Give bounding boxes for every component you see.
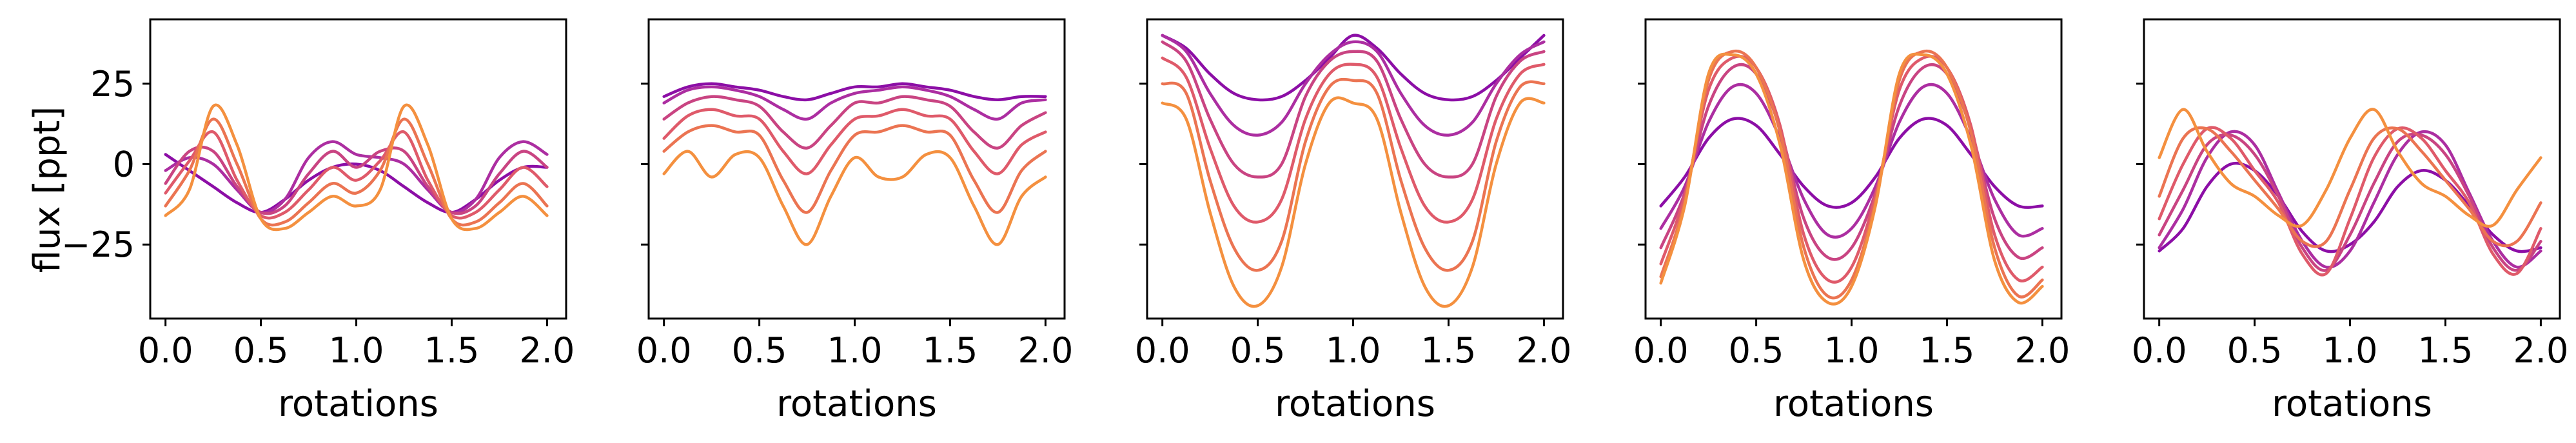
- x-tick-label: 1.0: [827, 330, 883, 371]
- plot-frame: [1146, 18, 1564, 320]
- x-tick-label: 1.5: [2418, 330, 2473, 371]
- x-tick-label: 1.5: [1920, 330, 1975, 371]
- plot-frame: [2143, 18, 2561, 320]
- series-line-4: [164, 130, 549, 220]
- x-axis-label: rotations: [278, 383, 438, 425]
- series-line-3: [662, 95, 1047, 150]
- x-tick-label: 0.5: [2227, 330, 2283, 371]
- series-line-6: [164, 103, 549, 231]
- series-line-2: [662, 85, 1047, 121]
- series-group: [1659, 49, 2044, 306]
- series-line-3: [1161, 40, 1546, 179]
- x-tick-label: 0.0: [1135, 330, 1190, 371]
- series-line-3: [2158, 132, 2542, 272]
- plot-frame: [1644, 18, 2063, 320]
- series-line-1: [1161, 34, 1546, 102]
- series-line-5: [1659, 49, 2044, 300]
- x-tick-label: 2.0: [2513, 330, 2568, 371]
- series-group: [164, 103, 549, 231]
- y-tick-label: 0: [113, 144, 135, 185]
- x-tick-label: 1.0: [1326, 330, 1381, 371]
- x-tick-label: 0.0: [636, 330, 692, 371]
- x-axis-label: rotations: [776, 383, 937, 425]
- series-line-5: [164, 117, 549, 227]
- series-line-3: [164, 145, 549, 215]
- x-tick-label: 0.5: [732, 330, 787, 371]
- series-group: [1161, 34, 1546, 308]
- x-tick-label: 0.5: [1230, 330, 1286, 371]
- x-tick-label: 2.0: [519, 330, 575, 371]
- subplot-2: 0.0 0.5 1.0 1.5 2.0 rotations: [636, 18, 1073, 425]
- x-tick-label: 2.0: [1018, 330, 1073, 371]
- subplot-1: 0.0 0.5 1.0 1.5 2.0 25 0 −25 rotations: [61, 18, 575, 425]
- series-line-2: [2158, 130, 2542, 269]
- x-axis-label: rotations: [1275, 383, 1435, 425]
- series-line-6: [1659, 52, 2044, 306]
- series-group: [662, 82, 1047, 246]
- subplot-3: 0.0 0.5 1.0 1.5 2.0 rotations: [1135, 18, 1571, 425]
- y-tick-label: 25: [90, 64, 135, 104]
- x-tick-label: 0.0: [138, 330, 193, 371]
- series-line-1: [164, 153, 549, 214]
- subplot-5: 0.0 0.5 1.0 1.5 2.0 rotations: [2132, 18, 2568, 425]
- series-line-6: [2158, 108, 2542, 228]
- x-axis-label: rotations: [2272, 383, 2432, 425]
- x-tick-label: 0.5: [233, 330, 289, 371]
- series-line-4: [662, 108, 1047, 175]
- plot-frame: [647, 18, 1066, 320]
- x-tick-label: 2.0: [1516, 330, 1571, 371]
- x-tick-label: 1.0: [329, 330, 384, 371]
- x-tick-label: 1.5: [1421, 330, 1477, 371]
- series-group: [2158, 108, 2542, 277]
- x-tick-label: 2.0: [2014, 330, 2070, 371]
- series-line-2: [1161, 34, 1546, 137]
- series-line-6: [662, 150, 1047, 246]
- x-tick-label: 1.5: [923, 330, 978, 371]
- series-line-4: [1161, 56, 1546, 224]
- subplot-4: 0.0 0.5 1.0 1.5 2.0 rotations: [1633, 18, 2070, 425]
- series-line-5: [662, 124, 1047, 214]
- plot-frame: [149, 18, 567, 320]
- y-axis-label: flux [ppt]: [26, 106, 68, 273]
- series-line-6: [1161, 96, 1546, 308]
- x-tick-label: 1.0: [2323, 330, 2378, 371]
- series-line-5: [1161, 77, 1546, 272]
- x-tick-label: 0.0: [2132, 330, 2187, 371]
- series-line-4: [1659, 55, 2044, 284]
- x-axis-label: rotations: [1773, 383, 1934, 425]
- x-tick-label: 0.0: [1633, 330, 1689, 371]
- subplots: 0.0 0.5 1.0 1.5 2.0 25 0 −25 rotations 0.0 0.5 1.0 1…: [61, 18, 2568, 425]
- y-tick-label: −25: [61, 224, 135, 265]
- x-tick-label: 1.0: [1824, 330, 1880, 371]
- series-line-1: [662, 82, 1047, 102]
- x-tick-label: 1.5: [424, 330, 480, 371]
- x-tick-label: 0.5: [1729, 330, 1784, 371]
- series-line-2: [164, 140, 549, 215]
